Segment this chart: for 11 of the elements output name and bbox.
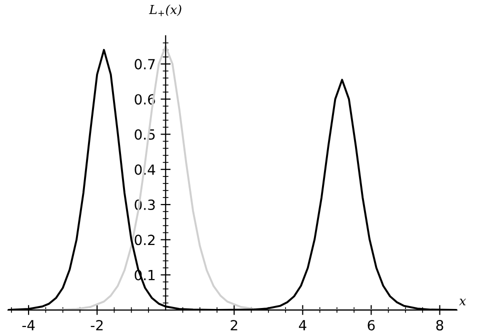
x-tick-label: -4 xyxy=(22,320,35,330)
x-tick-label: 8 xyxy=(436,320,444,330)
x-tick-label: 4 xyxy=(298,320,306,330)
y-tick-label: 0.7 xyxy=(134,58,155,70)
x-tick-label: 6 xyxy=(368,320,375,330)
x-axis-title: x xyxy=(459,298,466,306)
y-tick-label: 0.4 xyxy=(134,164,156,175)
x-tick-label: -2 xyxy=(90,320,103,330)
y-axis-title: L$_{+}$(x) xyxy=(148,4,182,16)
y-tick-label: 0.2 xyxy=(134,234,155,246)
x-tick-label: 2 xyxy=(230,320,238,330)
